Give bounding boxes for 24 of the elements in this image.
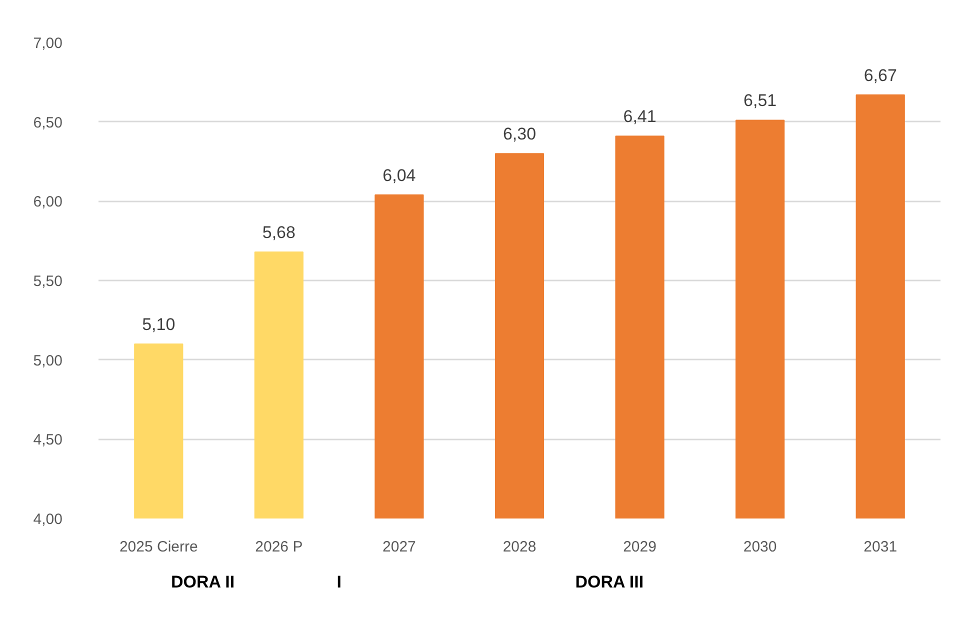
data-label: 6,67 xyxy=(864,66,897,85)
x-tick-label: 2027 xyxy=(382,538,416,556)
data-label: 6,41 xyxy=(623,107,656,126)
x-tick-label: 2025 Cierre xyxy=(119,538,198,556)
y-tick-label: 7,00 xyxy=(33,35,63,52)
text: I xyxy=(336,572,342,592)
x-tick-label: 2026 P xyxy=(255,538,303,556)
data-label: 5,10 xyxy=(142,314,176,334)
y-tick-label: 5,00 xyxy=(33,352,63,370)
data-label: 5,68 xyxy=(262,222,296,242)
data-label: 6,30 xyxy=(502,124,536,144)
x-tick-label: 2031 xyxy=(864,538,898,556)
y-tick-label: 6,50 xyxy=(33,114,63,132)
data-label: 6,51 xyxy=(744,91,777,110)
x-tick-label: 2028 xyxy=(502,538,536,556)
y-tick-label: 6,00 xyxy=(33,194,63,211)
y-tick-label: 4,00 xyxy=(33,511,63,528)
text: DORA III xyxy=(575,572,644,592)
text: DORA II xyxy=(171,572,235,592)
y-tick-label: 4,50 xyxy=(33,432,63,449)
x-tick-label: 2029 xyxy=(623,538,656,556)
data-label: 6,04 xyxy=(382,166,416,185)
x-tick-label: 2030 xyxy=(743,538,777,556)
y-tick-label: 5,50 xyxy=(33,273,63,290)
